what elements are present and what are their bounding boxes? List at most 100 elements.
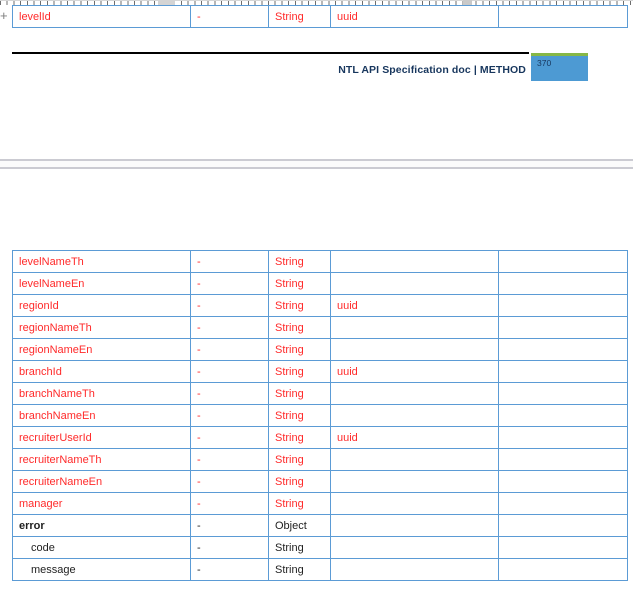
table-row: branchId - String uuid — [12, 360, 628, 383]
type-cell[interactable]: String — [268, 404, 331, 427]
format-cell[interactable] — [330, 448, 499, 471]
format-cell[interactable] — [330, 316, 499, 339]
required-cell[interactable]: - — [190, 536, 269, 559]
required-cell[interactable]: - — [190, 404, 269, 427]
format-cell[interactable] — [330, 470, 499, 493]
required-cell[interactable]: - — [190, 272, 269, 295]
format-cell[interactable]: uuid — [330, 426, 499, 449]
field-name-cell[interactable]: recruiterNameTh — [12, 448, 191, 471]
clipped-content-artifact — [463, 0, 472, 6]
required-cell[interactable]: - — [190, 338, 269, 361]
type-cell[interactable]: String — [268, 558, 331, 581]
field-name-cell[interactable]: message — [12, 558, 191, 581]
insert-row-button[interactable]: + — [0, 8, 8, 23]
table-row: branchNameEn - String — [12, 404, 628, 427]
table-row: levelNameEn - String — [12, 272, 628, 295]
field-name-cell[interactable]: error — [12, 514, 191, 537]
type-cell[interactable]: String — [268, 360, 331, 383]
required-cell[interactable]: - — [190, 360, 269, 383]
top-table-body: levelId - String uuid — [12, 5, 628, 28]
format-cell[interactable]: uuid — [330, 5, 499, 28]
clipped-content-strip — [0, 0, 633, 5]
remark-cell[interactable] — [498, 360, 628, 383]
format-cell[interactable]: uuid — [330, 360, 499, 383]
format-cell[interactable] — [330, 492, 499, 515]
required-cell[interactable]: - — [190, 294, 269, 317]
type-cell[interactable]: String — [268, 294, 331, 317]
table-row: recruiterNameTh - String — [12, 448, 628, 471]
remark-cell[interactable] — [498, 492, 628, 515]
type-cell[interactable]: String — [268, 470, 331, 493]
field-name-cell[interactable]: regionNameEn — [12, 338, 191, 361]
field-name-cell[interactable]: levelId — [12, 5, 191, 28]
format-cell[interactable] — [330, 272, 499, 295]
type-cell[interactable]: String — [268, 492, 331, 515]
type-cell[interactable]: Object — [268, 514, 331, 537]
field-name-cell[interactable]: recruiterNameEn — [12, 470, 191, 493]
remark-cell[interactable] — [498, 5, 628, 28]
required-cell[interactable]: - — [190, 382, 269, 405]
type-cell[interactable]: String — [268, 316, 331, 339]
field-name-cell[interactable]: recruiterUserId — [12, 426, 191, 449]
type-cell[interactable]: String — [268, 426, 331, 449]
type-cell[interactable]: String — [268, 5, 331, 28]
format-cell[interactable] — [330, 338, 499, 361]
remark-cell[interactable] — [498, 272, 628, 295]
required-cell[interactable]: - — [190, 514, 269, 537]
required-cell[interactable]: - — [190, 470, 269, 493]
remark-cell[interactable] — [498, 448, 628, 471]
type-cell[interactable]: String — [268, 382, 331, 405]
field-name-cell[interactable]: manager — [12, 492, 191, 515]
required-cell[interactable]: - — [190, 250, 269, 273]
required-cell[interactable]: - — [190, 448, 269, 471]
remark-cell[interactable] — [498, 536, 628, 559]
format-cell[interactable] — [330, 382, 499, 405]
type-cell[interactable]: String — [268, 250, 331, 273]
type-cell[interactable]: String — [268, 338, 331, 361]
table-row: levelNameTh - String — [12, 250, 628, 273]
remark-cell[interactable] — [498, 338, 628, 361]
table-row: error - Object — [12, 514, 628, 537]
remark-cell[interactable] — [498, 382, 628, 405]
required-cell[interactable]: - — [190, 426, 269, 449]
format-cell[interactable] — [330, 514, 499, 537]
remark-cell[interactable] — [498, 316, 628, 339]
field-name-cell[interactable]: code — [12, 536, 191, 559]
field-name-cell[interactable]: levelNameTh — [12, 250, 191, 273]
remark-cell[interactable] — [498, 470, 628, 493]
footer-title[interactable]: NTL API Specification doc | METHOD — [338, 64, 526, 76]
page-break-separator — [0, 159, 633, 169]
field-name-cell[interactable]: regionId — [12, 294, 191, 317]
format-cell[interactable] — [330, 250, 499, 273]
type-cell[interactable]: String — [268, 536, 331, 559]
table-row: recruiterNameEn - String — [12, 470, 628, 493]
field-name-cell[interactable]: branchNameTh — [12, 382, 191, 405]
table-row: regionNameTh - String — [12, 316, 628, 339]
clipped-content-artifact — [158, 0, 175, 5]
remark-cell[interactable] — [498, 250, 628, 273]
remark-cell[interactable] — [498, 404, 628, 427]
type-cell[interactable]: String — [268, 272, 331, 295]
footer-divider-line — [12, 52, 529, 54]
page-number-box[interactable]: 370 — [531, 53, 588, 81]
table-row: branchNameTh - String — [12, 382, 628, 405]
format-cell[interactable] — [330, 536, 499, 559]
field-name-cell[interactable]: levelNameEn — [12, 272, 191, 295]
field-name-cell[interactable]: branchNameEn — [12, 404, 191, 427]
required-cell[interactable]: - — [190, 316, 269, 339]
type-cell[interactable]: String — [268, 448, 331, 471]
required-cell[interactable]: - — [190, 492, 269, 515]
field-name-cell[interactable]: regionNameTh — [12, 316, 191, 339]
required-cell[interactable]: - — [190, 558, 269, 581]
format-cell[interactable] — [330, 558, 499, 581]
top-table: levelId - String uuid — [12, 5, 628, 28]
remark-cell[interactable] — [498, 514, 628, 537]
remark-cell[interactable] — [498, 294, 628, 317]
field-name-cell[interactable]: branchId — [12, 360, 191, 383]
format-cell[interactable]: uuid — [330, 294, 499, 317]
remark-cell[interactable] — [498, 558, 628, 581]
remark-cell[interactable] — [498, 426, 628, 449]
table-row: recruiterUserId - String uuid — [12, 426, 628, 449]
format-cell[interactable] — [330, 404, 499, 427]
required-cell[interactable]: - — [190, 5, 269, 28]
